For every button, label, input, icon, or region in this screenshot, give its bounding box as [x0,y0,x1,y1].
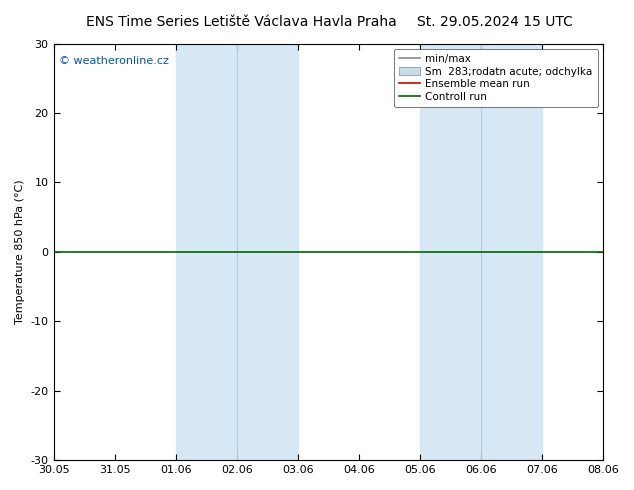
Bar [420,44,542,460]
Legend: min/max, Sm  283;rodatn acute; odchylka, Ensemble mean run, Controll run: min/max, Sm 283;rodatn acute; odchylka, … [394,49,598,107]
Y-axis label: Temperature 850 hPa (°C): Temperature 850 hPa (°C) [15,179,25,324]
Bar [176,44,298,460]
Text: St. 29.05.2024 15 UTC: St. 29.05.2024 15 UTC [417,15,573,29]
Text: ENS Time Series Letiště Václava Havla Praha: ENS Time Series Letiště Václava Havla Pr… [86,15,396,29]
Text: © weatheronline.cz: © weatheronline.cz [59,56,169,66]
